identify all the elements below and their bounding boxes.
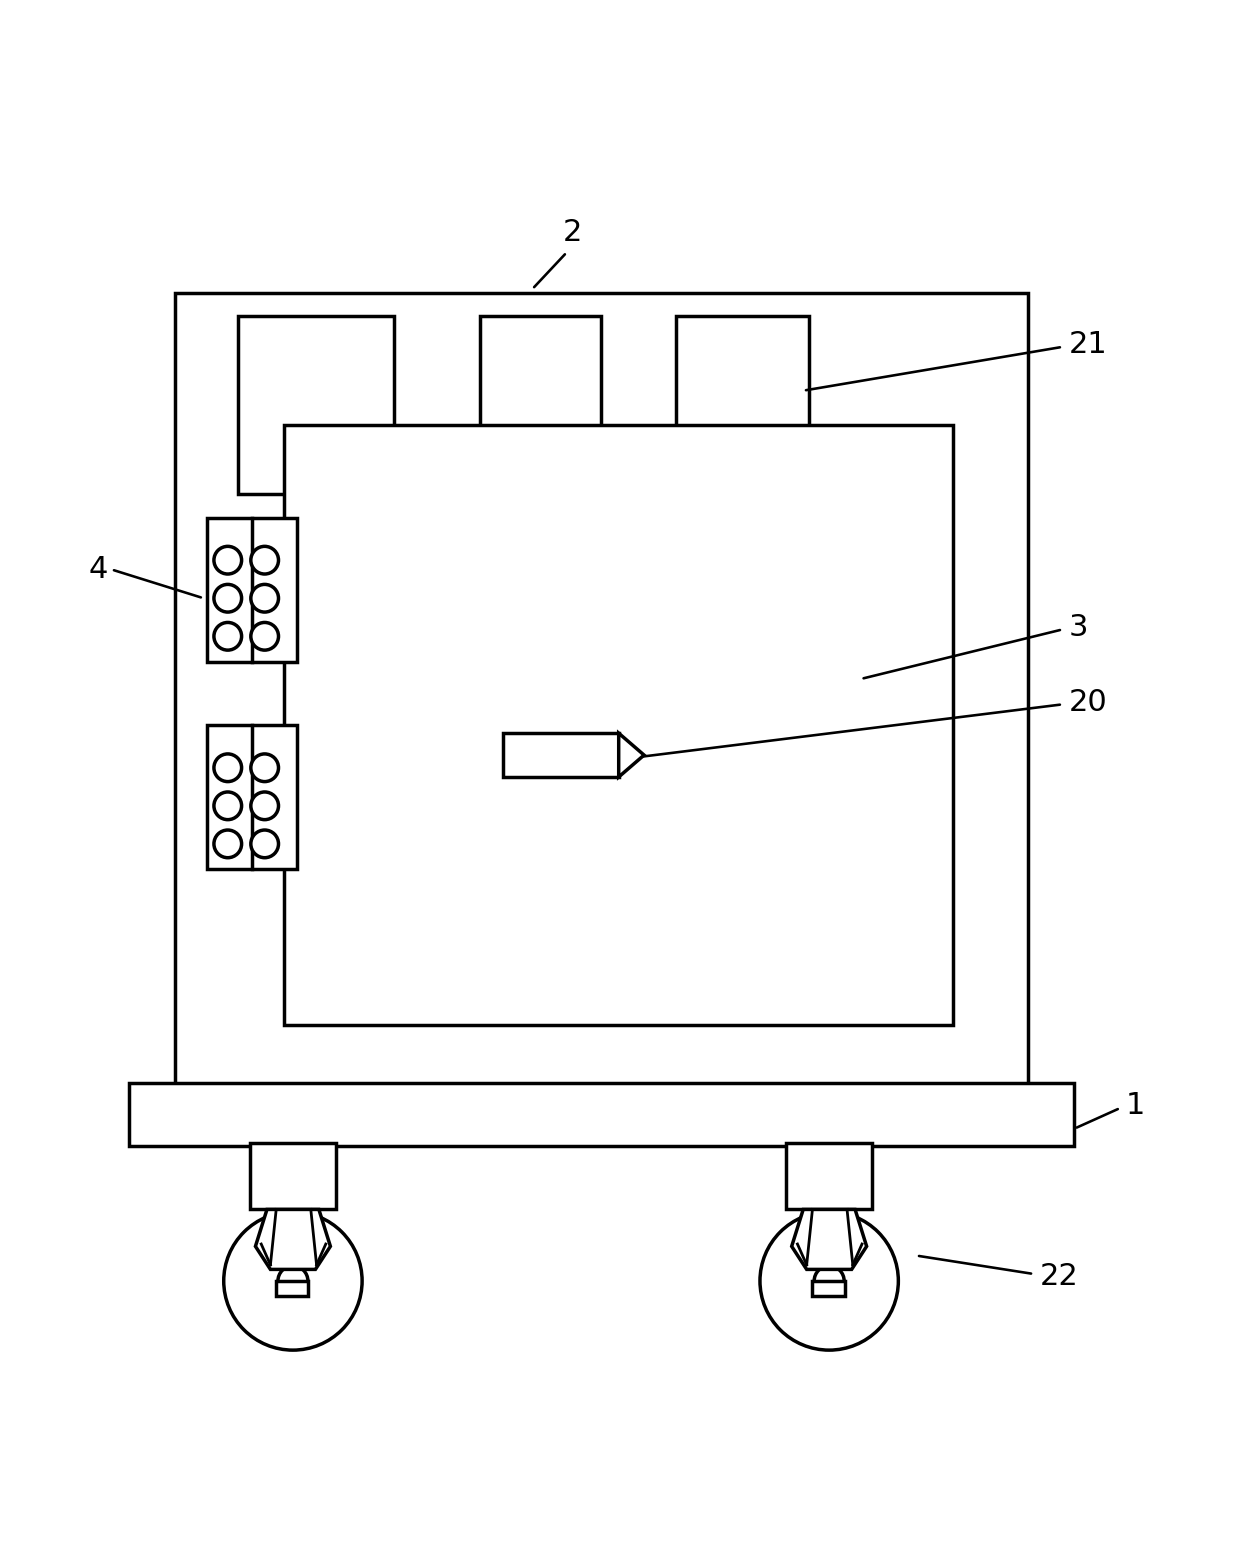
- Polygon shape: [255, 1209, 330, 1269]
- Bar: [207, 518, 296, 662]
- Bar: [480, 316, 601, 494]
- Circle shape: [278, 1266, 308, 1296]
- Bar: [812, 1280, 844, 1296]
- Bar: [503, 733, 619, 777]
- Text: 21: 21: [1069, 330, 1107, 360]
- Circle shape: [250, 584, 279, 612]
- Polygon shape: [791, 1209, 867, 1269]
- Bar: [277, 1280, 309, 1296]
- Circle shape: [215, 831, 242, 857]
- Bar: [129, 1082, 1074, 1145]
- Circle shape: [250, 546, 279, 574]
- Text: 3: 3: [1069, 612, 1087, 642]
- Circle shape: [215, 584, 242, 612]
- Circle shape: [215, 792, 242, 820]
- Bar: [207, 725, 296, 870]
- Polygon shape: [619, 733, 644, 777]
- Circle shape: [815, 1266, 844, 1296]
- Bar: [249, 1142, 336, 1209]
- Text: 1: 1: [1126, 1091, 1146, 1121]
- Circle shape: [760, 1212, 898, 1350]
- Text: 20: 20: [1069, 688, 1107, 716]
- Circle shape: [215, 546, 242, 574]
- Bar: [786, 1142, 873, 1209]
- Circle shape: [250, 831, 279, 857]
- Bar: [284, 425, 954, 1025]
- Bar: [175, 293, 1028, 1100]
- Bar: [676, 316, 808, 494]
- Text: 4: 4: [88, 555, 108, 584]
- Circle shape: [250, 792, 279, 820]
- Circle shape: [250, 753, 279, 781]
- Bar: [238, 316, 394, 494]
- Text: 22: 22: [1039, 1262, 1079, 1291]
- Circle shape: [215, 753, 242, 781]
- Circle shape: [215, 623, 242, 649]
- Circle shape: [250, 623, 279, 649]
- Circle shape: [223, 1212, 362, 1350]
- Text: 2: 2: [563, 217, 583, 246]
